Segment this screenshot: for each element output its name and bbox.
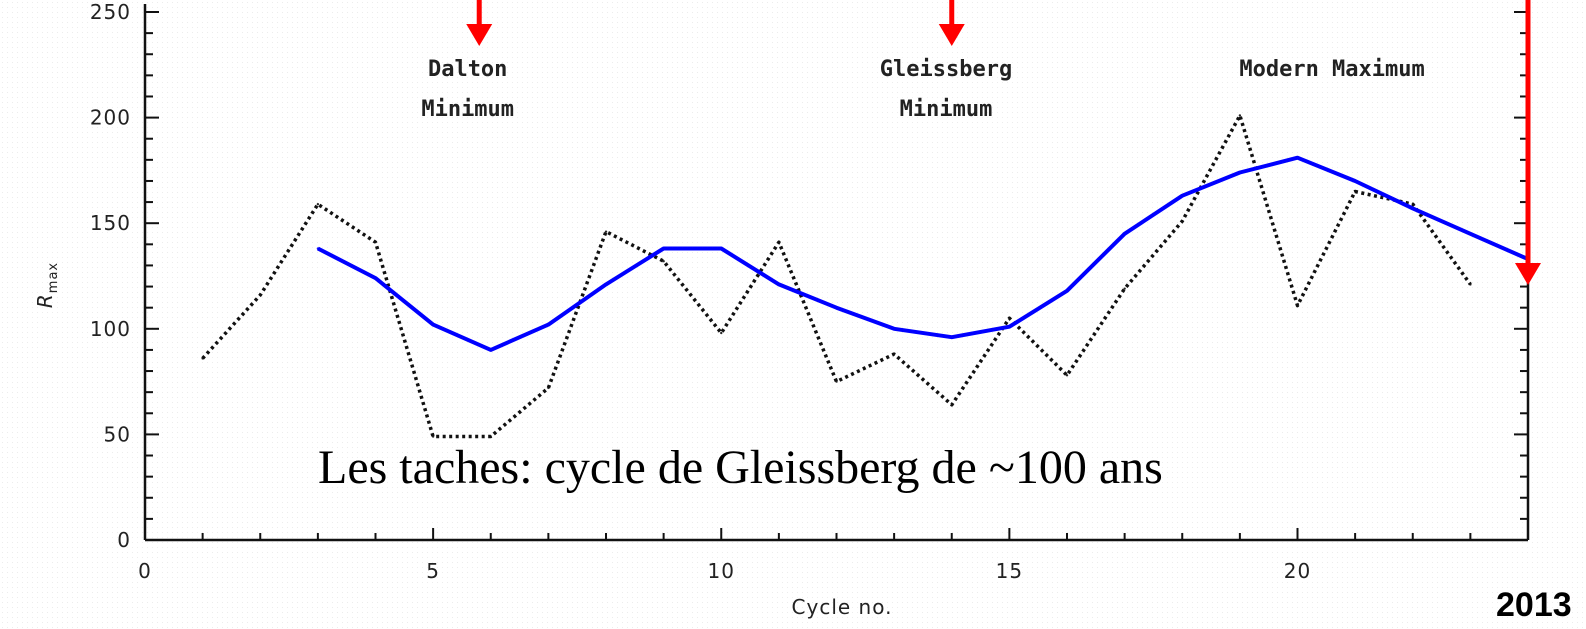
arrow-head xyxy=(1515,263,1541,285)
data-point xyxy=(489,435,492,438)
data-point xyxy=(720,247,723,250)
data-point xyxy=(1469,283,1472,286)
data-point xyxy=(604,230,608,233)
data-point xyxy=(1123,287,1126,290)
data-point xyxy=(1065,289,1069,292)
arrows xyxy=(466,0,1541,285)
x-axis-title: Cycle no. xyxy=(792,595,893,619)
data-point xyxy=(489,348,492,352)
data-point xyxy=(1008,317,1011,320)
data-point xyxy=(1123,232,1126,235)
series-layer xyxy=(201,113,1530,439)
data-point xyxy=(1181,194,1184,197)
data-point xyxy=(547,386,550,390)
arrow-head xyxy=(466,24,493,46)
x-tick-label: 10 xyxy=(708,559,735,583)
y-axis-title-main: R xyxy=(33,293,57,308)
y-axis-title-sub: max xyxy=(46,262,61,293)
y-tick-label: 50 xyxy=(104,422,131,446)
data-point xyxy=(1238,114,1242,117)
x-tick-label: 20 xyxy=(1284,559,1311,583)
annotation-label: Dalton xyxy=(428,57,507,82)
y-tick-label: 0 xyxy=(117,528,131,552)
data-point xyxy=(431,435,435,438)
series-line-dotted xyxy=(201,113,1472,439)
data-point xyxy=(1411,207,1414,210)
data-point xyxy=(892,352,896,356)
data-point xyxy=(201,357,204,360)
data-point xyxy=(316,247,320,250)
annotation-label: Minimum xyxy=(900,97,993,122)
data-point xyxy=(316,202,320,206)
data-point xyxy=(259,293,262,297)
data-point xyxy=(374,241,377,244)
arrow-head xyxy=(938,24,965,46)
overlay-caption: Les taches: cycle de Gleissberg de ~100 … xyxy=(318,441,1163,494)
axis-ticks xyxy=(144,11,1529,541)
x-tick-label: 15 xyxy=(996,559,1023,583)
data-point xyxy=(777,241,781,244)
data-point xyxy=(1238,171,1242,174)
y-tick-label: 200 xyxy=(90,106,131,130)
annotation-label: Modern Maximum xyxy=(1239,57,1424,82)
annotation-label: Gleissberg xyxy=(880,57,1012,82)
annotation-label: Minimum xyxy=(421,97,514,122)
data-point xyxy=(835,306,838,309)
data-point xyxy=(1181,219,1184,223)
data-point xyxy=(950,336,953,339)
data-point xyxy=(1296,304,1299,307)
svg-text:Rmax: Rmax xyxy=(33,262,61,308)
x-tick-label: 0 xyxy=(138,559,152,583)
series-line-solid xyxy=(316,155,1529,352)
data-point xyxy=(662,247,665,250)
data-point xyxy=(431,323,435,326)
data-point xyxy=(1296,156,1299,159)
y-tick-label: 150 xyxy=(90,211,131,235)
annotations: Dalton Minimum Gleissberg Minimum Modern Max… xyxy=(421,57,1424,122)
y-tick-label: 250 xyxy=(90,0,131,24)
y-axis-title: Rmax xyxy=(33,262,61,308)
data-point xyxy=(1008,325,1011,328)
data-point xyxy=(1411,202,1414,206)
year-label: 2013 xyxy=(1496,586,1572,624)
data-point xyxy=(835,380,838,383)
data-point xyxy=(777,283,781,286)
y-tick-label: 100 xyxy=(90,317,131,341)
data-point xyxy=(604,283,608,286)
data-point xyxy=(1065,374,1069,377)
data-point xyxy=(1353,179,1357,183)
data-point xyxy=(374,276,377,280)
data-point xyxy=(1469,232,1472,235)
x-tick-label: 5 xyxy=(426,559,440,583)
data-point xyxy=(662,260,665,263)
data-point xyxy=(892,327,896,330)
data-point xyxy=(547,323,550,326)
data-point xyxy=(950,403,953,407)
data-point xyxy=(720,331,723,335)
data-point xyxy=(1353,190,1357,193)
